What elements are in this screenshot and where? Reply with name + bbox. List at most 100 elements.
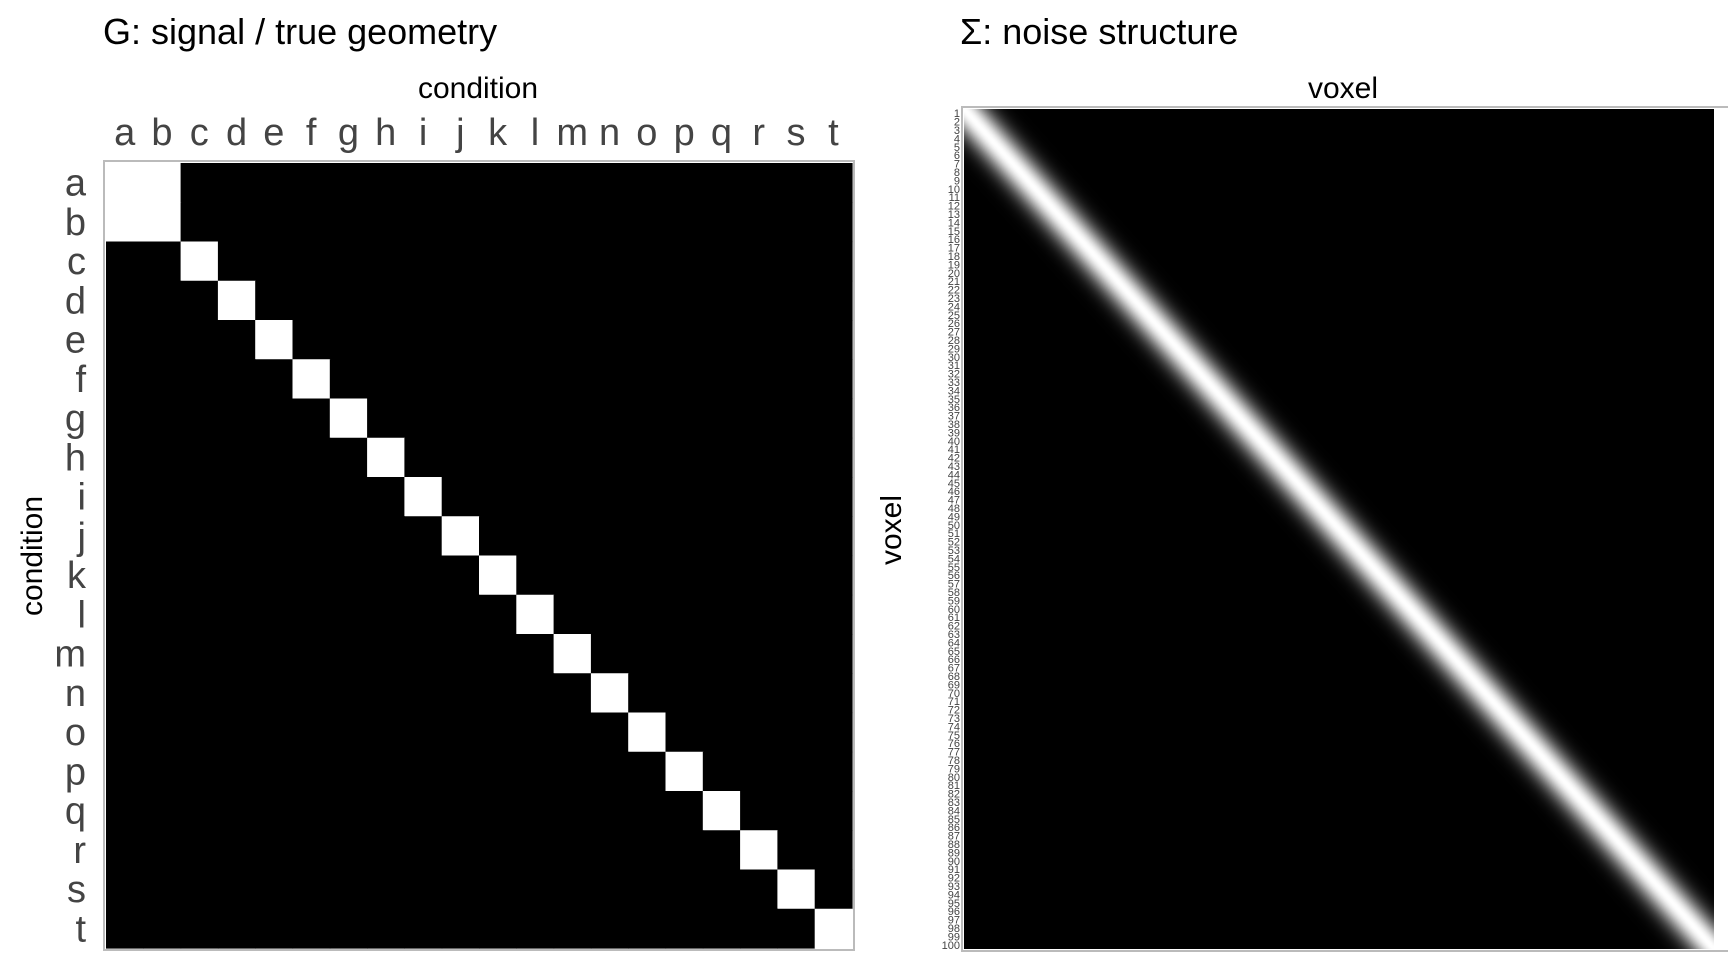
g-cell-l-r [740, 594, 778, 635]
g-cell-r-o [628, 830, 667, 871]
sigma-y-tick-70: 70 [948, 688, 960, 700]
g-cell-n-j [441, 673, 480, 714]
sigma-y-tick-55: 55 [948, 562, 960, 574]
g-cell-n-e [255, 673, 294, 714]
sigma-y-tick-84: 84 [948, 805, 960, 817]
sigma-y-tick-5: 5 [954, 142, 960, 154]
g-cell-a-m [553, 163, 592, 203]
g-cell-d-p [665, 280, 704, 321]
g-cell-q-h [367, 791, 405, 831]
g-cell-o-l [516, 712, 555, 753]
g-cell-n-h [367, 673, 405, 714]
g-cell-h-g [329, 437, 368, 478]
sigma-y-tick-33: 33 [948, 377, 960, 389]
g-x-tick-b: b [151, 112, 172, 154]
g-y-tick-b: b [65, 202, 86, 244]
g-cell-e-r [740, 320, 778, 360]
g-cell-r-s [777, 830, 816, 871]
sigma-y-tick-43: 43 [948, 461, 960, 473]
g-cell-h-i [404, 437, 443, 478]
g-cell-c-e [255, 241, 294, 282]
g-cell-g-j [441, 398, 480, 439]
sigma-y-tick-49: 49 [948, 511, 960, 523]
g-cell-m-d [217, 634, 256, 674]
sigma-y-tick-50: 50 [948, 520, 960, 532]
g-cell-b-n [590, 202, 629, 243]
g-cell-p-h [367, 751, 405, 792]
sigma-y-tick-58: 58 [948, 587, 960, 599]
g-cell-m-e [255, 634, 294, 674]
g-cell-k-i [404, 555, 443, 596]
g-y-tick-d: d [65, 280, 86, 322]
g-y-tick-o: o [65, 712, 86, 754]
g-cell-i-g [329, 477, 368, 517]
g-cell-s-c [180, 869, 219, 910]
g-cell-g-r [740, 398, 778, 439]
g-cell-k-p [665, 555, 704, 596]
sigma-y-tick-42: 42 [948, 453, 960, 465]
g-cell-r-e [255, 830, 294, 871]
g-x-tick-r: r [752, 112, 765, 154]
sigma-y-tick-22: 22 [948, 285, 960, 297]
g-cell-f-f [292, 359, 331, 400]
g-cell-q-g [329, 791, 368, 831]
g-cell-h-m [553, 437, 592, 478]
sigma-y-tick-17: 17 [948, 243, 960, 255]
g-cell-f-g [329, 359, 368, 400]
sigma-y-tick-38: 38 [948, 419, 960, 431]
sigma-title: Σ: noise structure [960, 11, 1238, 52]
g-cell-d-o [628, 280, 667, 321]
g-cell-c-b [143, 241, 182, 282]
g-cell-e-l [516, 320, 555, 360]
g-y-tick-j: j [77, 516, 86, 558]
g-y-tick-l: l [78, 594, 86, 636]
sigma-y-tick-35: 35 [948, 394, 960, 406]
g-cell-t-i [404, 908, 443, 949]
g-x-tick-a: a [114, 112, 136, 154]
g-cell-i-m [553, 477, 592, 517]
g-cell-i-h [367, 477, 405, 517]
g-cell-c-j [441, 241, 480, 282]
sigma-x-axis-label: voxel [1308, 72, 1378, 105]
g-cell-k-t [814, 555, 853, 596]
g-cell-d-l [516, 280, 555, 321]
sigma-y-tick-81: 81 [948, 780, 960, 792]
g-cell-k-n [590, 555, 629, 596]
sigma-y-tick-2: 2 [954, 117, 960, 129]
g-cell-k-d [217, 555, 256, 596]
g-cell-o-n [590, 712, 629, 753]
g-y-tick-g: g [65, 398, 86, 440]
g-cell-n-s [777, 673, 816, 714]
sigma-y-tick-90: 90 [948, 856, 960, 868]
g-cell-m-b [143, 634, 182, 674]
g-cell-r-l [516, 830, 555, 871]
g-cell-l-f [292, 594, 331, 635]
g-cell-a-f [292, 163, 331, 203]
g-cell-l-q [702, 594, 741, 635]
sigma-y-tick-7: 7 [954, 159, 960, 171]
g-cell-m-m [553, 634, 592, 674]
g-cell-f-r [740, 359, 778, 400]
g-cell-n-n [590, 673, 629, 714]
g-cell-o-e [255, 712, 294, 753]
g-cell-p-a [106, 751, 144, 792]
g-cell-h-o [628, 437, 667, 478]
g-cell-j-b [143, 516, 182, 557]
sigma-y-tick-92: 92 [948, 873, 960, 885]
g-title: G: signal / true geometry [103, 11, 497, 52]
g-cell-f-s [777, 359, 816, 400]
g-cell-s-o [628, 869, 667, 910]
g-x-tick-h: h [375, 112, 396, 154]
g-cell-f-b [143, 359, 182, 400]
g-cell-e-s [777, 320, 816, 360]
g-cell-k-e [255, 555, 294, 596]
g-cell-s-b [143, 869, 182, 910]
sigma-y-tick-73: 73 [948, 713, 960, 725]
g-cell-d-n [590, 280, 629, 321]
g-cell-q-s [777, 791, 816, 831]
sigma-y-tick-72: 72 [948, 705, 960, 717]
g-cell-p-o [628, 751, 667, 792]
sigma-y-tick-29: 29 [948, 343, 960, 355]
g-cell-e-d [217, 320, 256, 360]
g-cell-b-c [180, 202, 219, 243]
